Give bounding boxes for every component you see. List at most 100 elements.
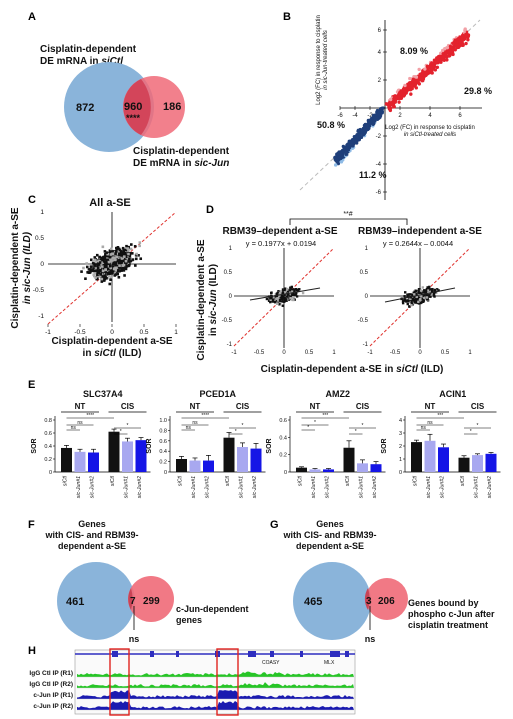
panel-d-point <box>282 300 285 303</box>
panel-d-point <box>422 299 425 302</box>
panel-c-point <box>109 278 112 281</box>
bar-category-label: sic-Jun#2 <box>252 476 258 498</box>
panel-d-x-tick-label: -1 <box>367 350 373 356</box>
panel-d-point <box>426 297 429 301</box>
panel-b-point <box>345 146 349 150</box>
panel-d-point <box>411 299 414 303</box>
panel-b-point <box>381 106 385 110</box>
panel-b-point <box>356 128 361 133</box>
panel-c-point <box>93 264 97 267</box>
panel-b-point <box>451 52 455 57</box>
panel-c-point <box>103 277 107 281</box>
panel-d-y-tick-label: -0.5 <box>222 318 233 324</box>
panel-c-point <box>94 258 97 262</box>
panel-c-y-ticks: 1 0.5 0 -0.5 -1 <box>33 209 45 320</box>
bar-category-label: siCtl <box>110 475 116 486</box>
panel-d-point <box>406 293 409 297</box>
panel-d-point <box>291 295 295 299</box>
panel-c-point <box>112 264 115 267</box>
venn-f-title-3: dependent a-SE <box>58 541 126 551</box>
panel-c-point <box>118 256 121 260</box>
bar-chart-y-tick-label: 0.8 <box>44 418 52 424</box>
panel-d-x-tick-label: 0 <box>282 350 286 356</box>
panel-c-point <box>104 275 107 279</box>
panel-d-point <box>272 296 275 299</box>
panel-b-point <box>358 133 362 138</box>
panel-d-point <box>271 300 275 303</box>
panel-b-point <box>429 70 434 75</box>
panel-d-point <box>422 291 425 295</box>
panel-b-point <box>435 65 440 69</box>
panel-d-point <box>431 287 434 291</box>
panel-b-point <box>393 94 397 99</box>
panel-c-point <box>137 254 140 257</box>
panel-c-point <box>139 257 143 261</box>
panel-c-point <box>93 256 97 259</box>
panel-label-c: C <box>28 194 36 206</box>
bar-chart-ylabel: SOR <box>146 438 153 453</box>
panel-c-point <box>123 255 126 258</box>
panel-c-point <box>135 252 138 256</box>
sig-label: ns <box>421 425 427 431</box>
panel-label-f: F <box>28 519 35 531</box>
panel-d-point <box>408 305 411 308</box>
panel-d-point <box>293 289 296 293</box>
panel-d-right-equation: y = 0.2644x – 0.0044 <box>383 239 453 248</box>
panel-b-point <box>439 60 443 64</box>
panel-b-point <box>411 79 416 83</box>
panel-d-point <box>404 291 407 294</box>
panel-d-left-title: RBM39–dependent a-SE <box>222 226 337 237</box>
venn-a-overlap <box>123 79 151 135</box>
bar-category-label: sic-Jun#2 <box>440 476 446 498</box>
panel-b-point <box>403 89 408 93</box>
bar-chart-ylabel: SOR <box>31 438 38 453</box>
panel-c-point <box>109 269 113 273</box>
panel-c-point <box>99 273 103 276</box>
venn-f-title-1: Genes <box>78 519 106 529</box>
panel-d-point <box>405 300 408 303</box>
panel-d-point <box>283 294 286 297</box>
venn-g-right-label-1: Genes bound by <box>408 598 479 608</box>
sig-label: * <box>307 425 309 431</box>
panel-d-point <box>281 304 285 307</box>
panel-d-point <box>401 300 405 303</box>
panel-d-y-tick-label: 1 <box>365 246 369 252</box>
panel-c-point <box>105 259 108 262</box>
panel-d-point <box>415 297 418 300</box>
panel-d-point <box>289 295 292 298</box>
panel-c-x-ticks: -1 -0.5 0 0.5 1 <box>45 324 178 336</box>
panel-c-point <box>112 271 115 274</box>
panel-d-x-tick-label: -1 <box>231 350 237 356</box>
panel-c-point <box>87 268 91 271</box>
bar-chart-y-tick-label: 0 <box>399 470 402 476</box>
panel-c-point <box>113 267 117 270</box>
track-label: c-Jun IP (R1) <box>33 692 73 699</box>
track-signal <box>77 701 354 710</box>
panel-c-point <box>117 275 121 279</box>
panel-d-point <box>431 290 434 293</box>
bar <box>88 452 99 472</box>
venn-f-right-label-2: genes <box>176 615 202 625</box>
panel-d-sig-bracket <box>289 218 408 225</box>
sig-label: ns <box>186 425 192 431</box>
panel-c-point <box>122 266 126 270</box>
panel-c-point <box>127 259 130 263</box>
bar <box>237 447 248 472</box>
venn-f-right-label-1: c-Jun-dependent <box>176 604 249 614</box>
sig-label: * <box>242 423 244 429</box>
panel-c-point <box>125 244 128 248</box>
panel-d-point <box>290 288 294 292</box>
bar <box>74 451 86 472</box>
panel-d-point <box>298 288 301 291</box>
panel-d-point <box>285 295 289 298</box>
panel-b-point <box>445 58 449 62</box>
venn-a-left-label-1: Cisplatin-dependent <box>40 44 137 55</box>
panel-c-point <box>101 275 105 278</box>
panel-d-x-tick-label: 0 <box>418 350 422 356</box>
panel-d-point <box>413 295 416 299</box>
panel-b-x-tick-label: 6 <box>458 113 462 119</box>
panel-c-ylabel-2: in sic-Jun (ILD) <box>22 231 33 304</box>
panel-d-ylabel-2: in sic-Jun (ILD) <box>208 264 219 336</box>
panel-b-point <box>430 65 435 70</box>
panel-b-x-tick-label: 4 <box>428 113 432 119</box>
